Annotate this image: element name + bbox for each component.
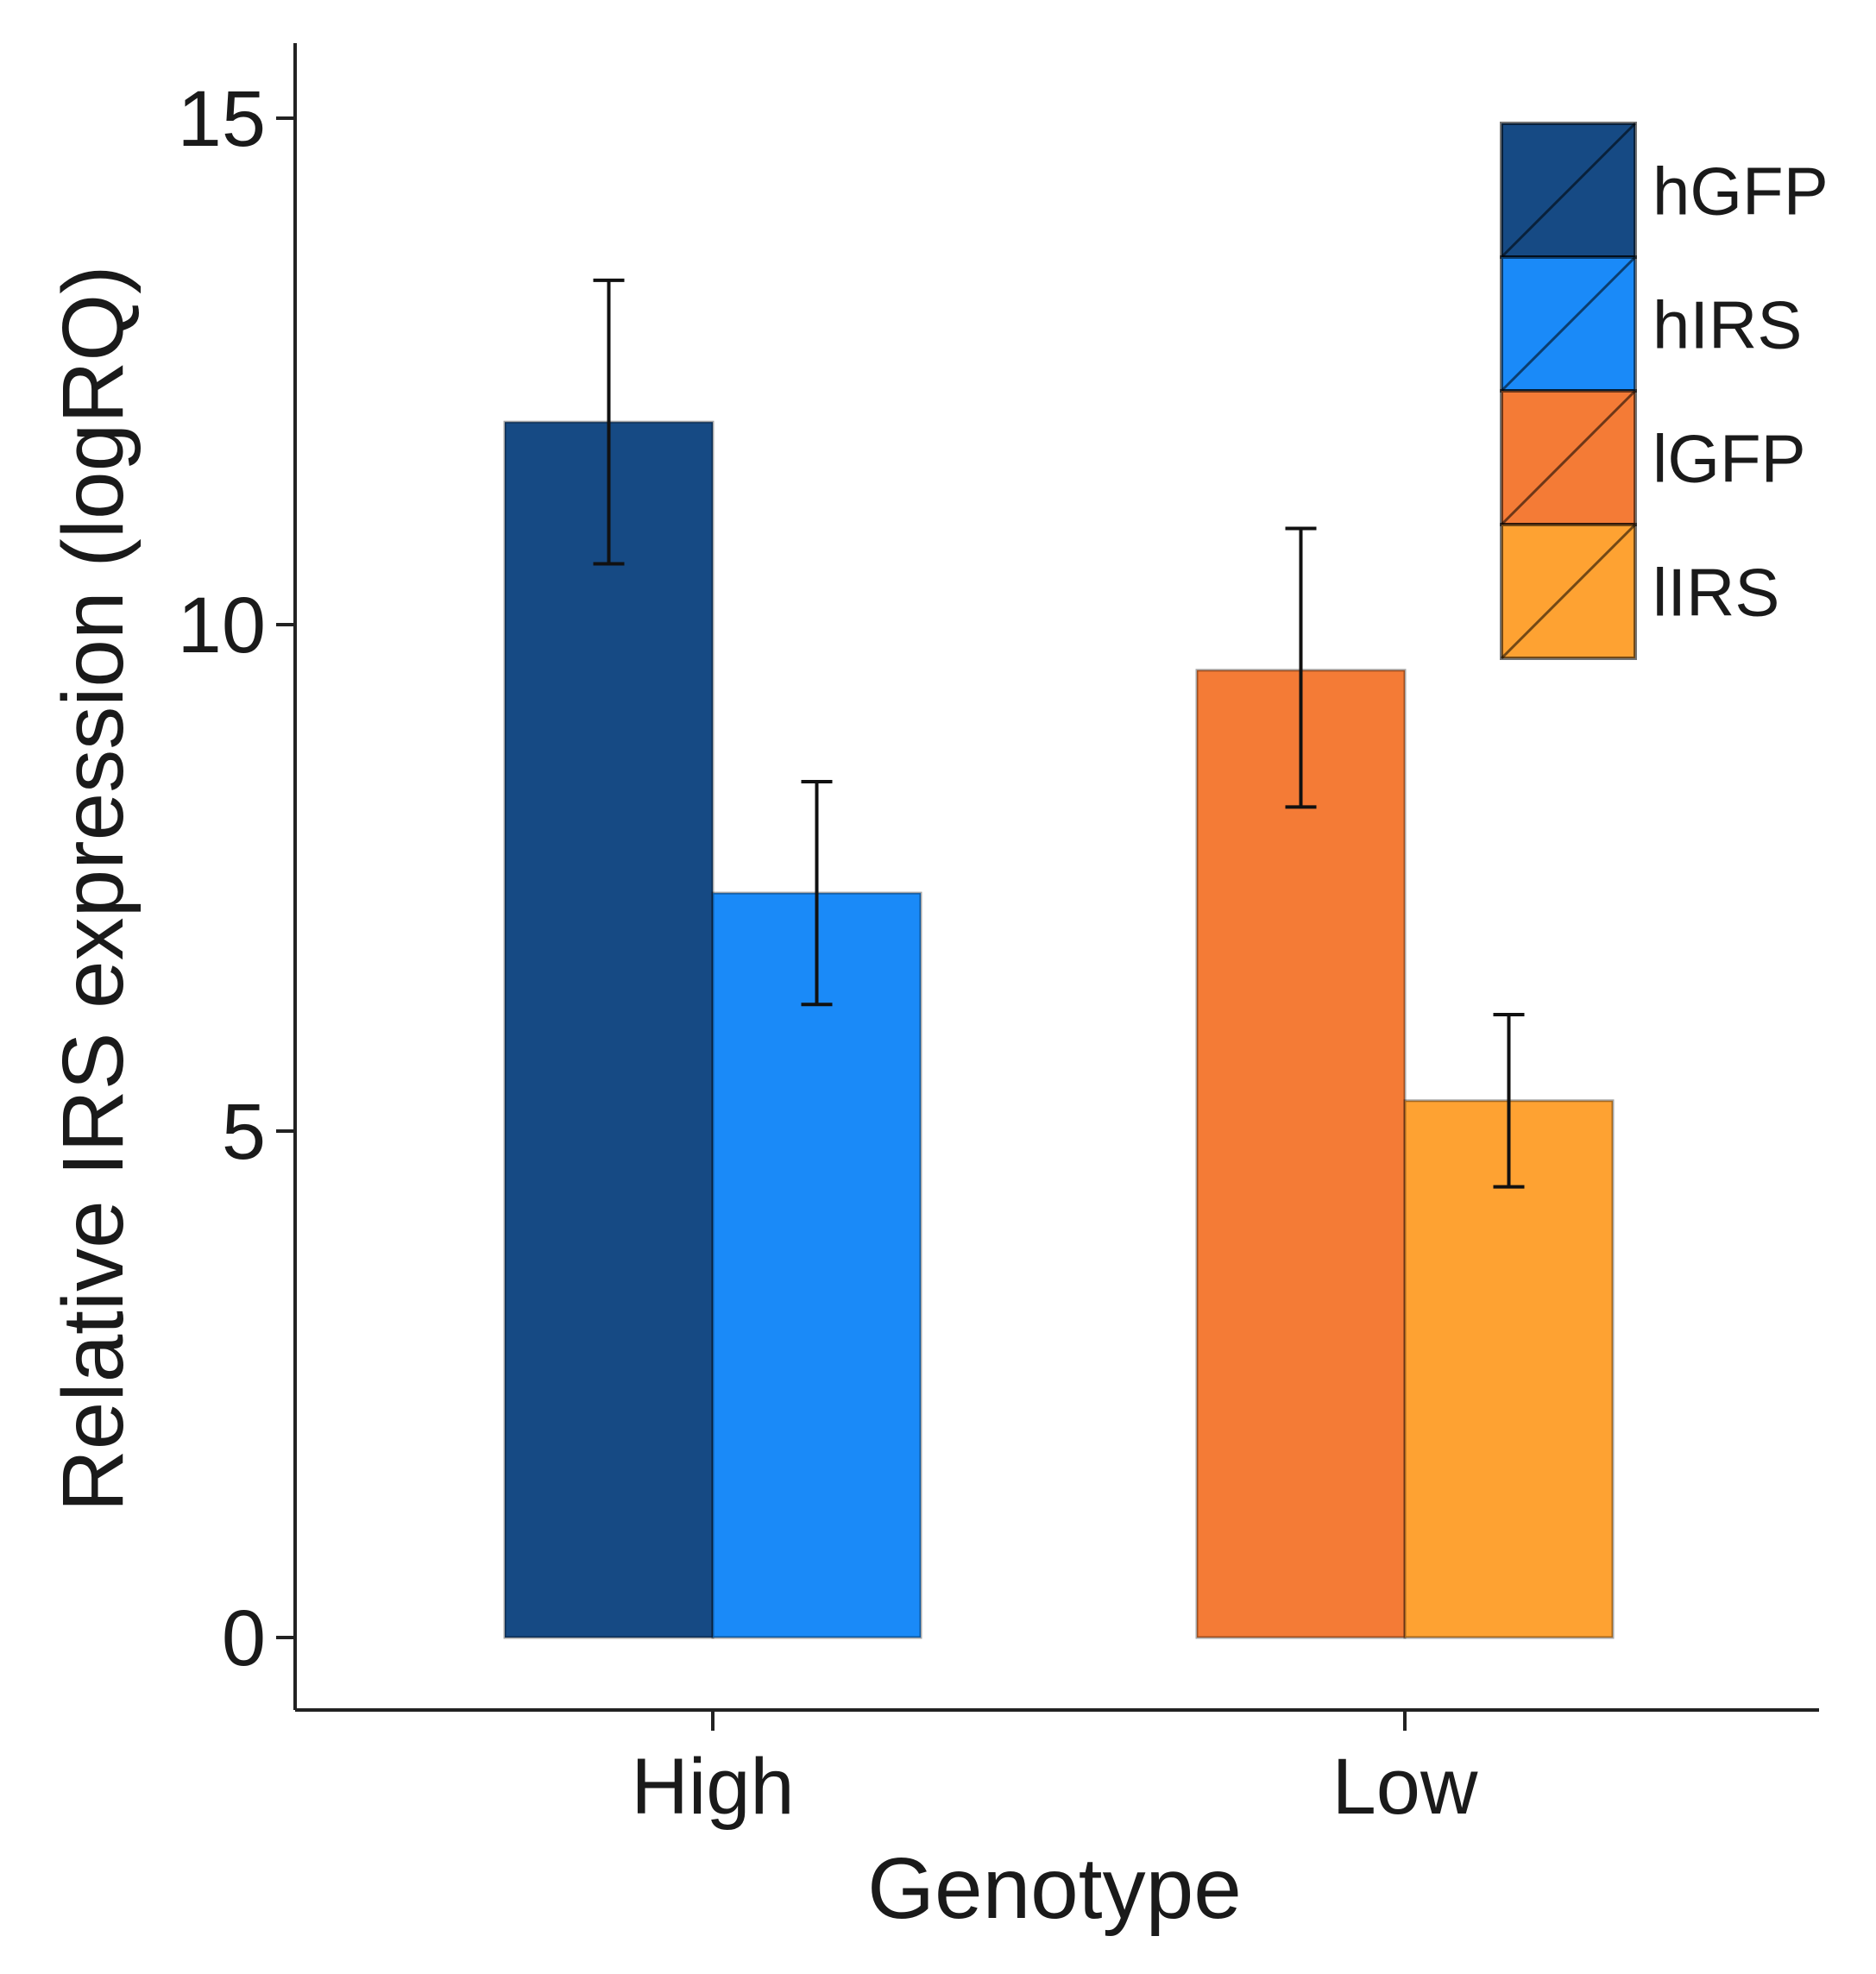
legend-label-hIRS: hIRS (1653, 287, 1802, 363)
y-tick-label-0: 0 (222, 1594, 266, 1682)
bar-lIRS-Low (1403, 1099, 1615, 1639)
error-bars-layer (593, 278, 1525, 1189)
legend-key-diagonal-hIRS (1500, 255, 1637, 393)
y-axis-title: Relative IRS expression (logRQ) (45, 266, 142, 1512)
legend-key-diagonal-lGFP (1500, 389, 1637, 526)
x-tick-label-High: High (631, 1743, 794, 1831)
bar-hGFP-High (503, 420, 715, 1639)
bar-lGFP-Low (1195, 669, 1407, 1639)
y-tick-label-5: 5 (222, 1088, 266, 1176)
bar-hIRS-High (711, 891, 922, 1639)
y-tick-label-15: 15 (178, 75, 266, 163)
legend-label-lIRS: lIRS (1653, 555, 1779, 631)
x-axis-title: Genotype (867, 1840, 1242, 1937)
legend-key-diagonal-lIRS (1500, 523, 1637, 660)
legend-key-diagonal-hGFP (1500, 122, 1637, 259)
legend-label-hGFP: hGFP (1653, 154, 1829, 229)
axes-layer (293, 43, 1819, 1712)
legend: hGFP hIRS lGFP lIRS (1500, 122, 1829, 660)
legend-label-lGFP: lGFP (1653, 421, 1806, 497)
ticks-layer: 0 5 10 15 High Low (178, 75, 1478, 1831)
x-tick-label-Low: Low (1332, 1743, 1478, 1831)
bars-layer (503, 420, 1615, 1639)
y-tick-label-10: 10 (178, 582, 266, 670)
